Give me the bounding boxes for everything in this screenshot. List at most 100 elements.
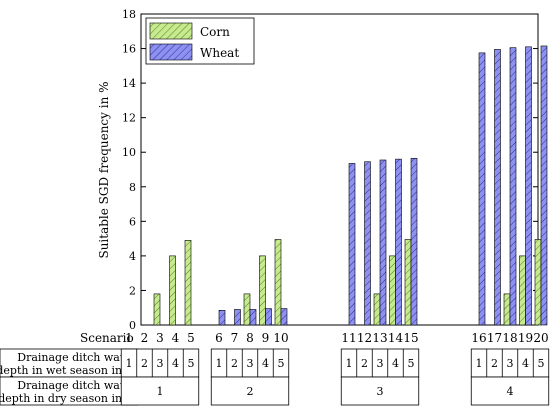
scenario-tick-label: 12 <box>357 331 372 345</box>
legend-label-corn: Corn <box>200 25 230 39</box>
x-tick-labels: 1 2 3 4 5 6 7 8 9 10 11 12 13 14 15 16 17 18 19 20 <box>125 331 548 345</box>
scenario-tick-label: 4 <box>172 331 180 345</box>
wet-depth-value: 5 <box>538 357 545 370</box>
wet-depth-value: 3 <box>157 357 164 370</box>
wheat-bar <box>509 47 517 326</box>
y-tick-label: 18 <box>122 8 136 21</box>
scenario-tick-label: 5 <box>187 331 195 345</box>
wet-depth-value: 3 <box>247 357 254 370</box>
scenario-tick-label: 6 <box>215 331 223 345</box>
dry-season-group <box>210 376 290 406</box>
scenario-tick-label: 2 <box>141 331 149 345</box>
scenario-tick-label: 11 <box>341 331 356 345</box>
dry-depth-value: 3 <box>377 385 384 398</box>
dry-season-group <box>340 376 420 406</box>
wheat-bar <box>280 308 288 326</box>
corn-bar <box>259 255 266 326</box>
wet-depth-value: 5 <box>188 357 195 370</box>
wet-depth-value: 1 <box>216 357 223 370</box>
wet-depth-value: 2 <box>491 357 498 370</box>
corn-bar <box>373 293 381 326</box>
corn-bar <box>389 255 396 326</box>
scenario-tick-label: 1 <box>125 331 133 345</box>
corn-bar <box>519 255 526 326</box>
wet-depth-value: 1 <box>126 357 133 370</box>
y-tick-label: 4 <box>129 250 136 263</box>
legend-swatch-wheat <box>149 43 193 61</box>
y-tick-label: 6 <box>129 215 136 228</box>
wheat-bar <box>348 163 356 326</box>
wet-depth-value: 3 <box>377 357 384 370</box>
scenario-tick-label: 16 <box>471 331 486 345</box>
wet-depth-value: 5 <box>278 357 285 370</box>
wet-depth-value: 3 <box>507 357 514 370</box>
scenario-tick-label: 15 <box>403 331 418 345</box>
wet-season-group <box>470 348 550 378</box>
y-tick-label: 12 <box>122 112 136 125</box>
wet-season-group <box>120 348 200 378</box>
wet-depth-value: 2 <box>361 357 368 370</box>
row1-label-box <box>0 348 139 378</box>
corn-bar <box>274 239 282 326</box>
scenario-tick-label: 19 <box>518 331 533 345</box>
wet-depth-value: 4 <box>522 357 529 370</box>
corn-bar <box>243 293 251 326</box>
scenario-tick-label: 8 <box>246 331 254 345</box>
corn-bar <box>153 293 161 326</box>
row1-label-line1: Drainage ditch water <box>17 351 136 364</box>
wheat-bar <box>540 45 548 326</box>
scenario-label: Scenario <box>80 331 134 345</box>
corn-bar <box>169 255 176 326</box>
wheat-bar <box>379 159 387 326</box>
row2-label-box <box>0 376 139 406</box>
y-tick-label: 16 <box>122 43 136 56</box>
legend-label-wheat: Wheat <box>200 46 239 60</box>
corn-bar <box>503 293 511 326</box>
wet-depth-value: 1 <box>346 357 353 370</box>
corn-bar <box>404 239 412 326</box>
scenario-tick-label: 10 <box>273 331 288 345</box>
wet-season-group <box>210 348 290 378</box>
wet-depth-value: 1 <box>476 357 483 370</box>
scenario-tick-label: 20 <box>533 331 548 345</box>
scenario-tick-label: 14 <box>388 331 404 345</box>
dry-season-group <box>470 376 550 406</box>
wet-depth-value: 2 <box>141 357 148 370</box>
wheat-bar <box>265 308 272 326</box>
corn-bar <box>184 240 192 326</box>
dry-depth-value: 1 <box>157 385 164 398</box>
wheat-bar <box>410 157 418 326</box>
wet-season-group <box>340 348 420 378</box>
wet-depth-value: 4 <box>392 357 399 370</box>
wheat-bar <box>249 309 257 326</box>
legend-swatch-corn <box>149 22 193 40</box>
wheat-bar <box>234 309 241 326</box>
depth-table: 1 2 3 4 511 2 3 4 521 2 3 4 531 2 3 4 54 <box>120 348 550 406</box>
wheat-bar <box>494 49 501 326</box>
dry-season-group <box>120 376 200 406</box>
wet-depth-value: 4 <box>262 357 269 370</box>
row2-label-line2: depth in dry season in m <box>0 392 137 405</box>
y-tick-label: 10 <box>122 146 136 159</box>
wet-depth-value: 5 <box>408 357 415 370</box>
y-tick-label: 2 <box>129 284 136 297</box>
y-tick-label: 0 <box>129 319 136 332</box>
plot-frame <box>140 13 539 326</box>
scenario-tick-label: 18 <box>502 331 517 345</box>
wet-depth-value: 4 <box>172 357 179 370</box>
scenario-tick-label: 9 <box>262 331 270 345</box>
y-axis: 0 2 4 6 8 10 12 14 16 18 <box>122 8 538 332</box>
wheat-bar <box>218 310 226 326</box>
wheat-bar <box>395 158 402 326</box>
wheat-bar <box>364 161 371 326</box>
wheat-bar <box>525 46 532 326</box>
legend: Corn Wheat <box>145 17 255 65</box>
wet-depth-value: 2 <box>231 357 238 370</box>
scenario-tick-label: 17 <box>487 331 502 345</box>
scenario-tick-label: 7 <box>231 331 239 345</box>
bars <box>153 45 548 326</box>
y-tick-label: 14 <box>122 77 136 90</box>
dry-depth-value: 4 <box>507 385 514 398</box>
row2-label-line1: Drainage ditch water <box>17 379 136 392</box>
